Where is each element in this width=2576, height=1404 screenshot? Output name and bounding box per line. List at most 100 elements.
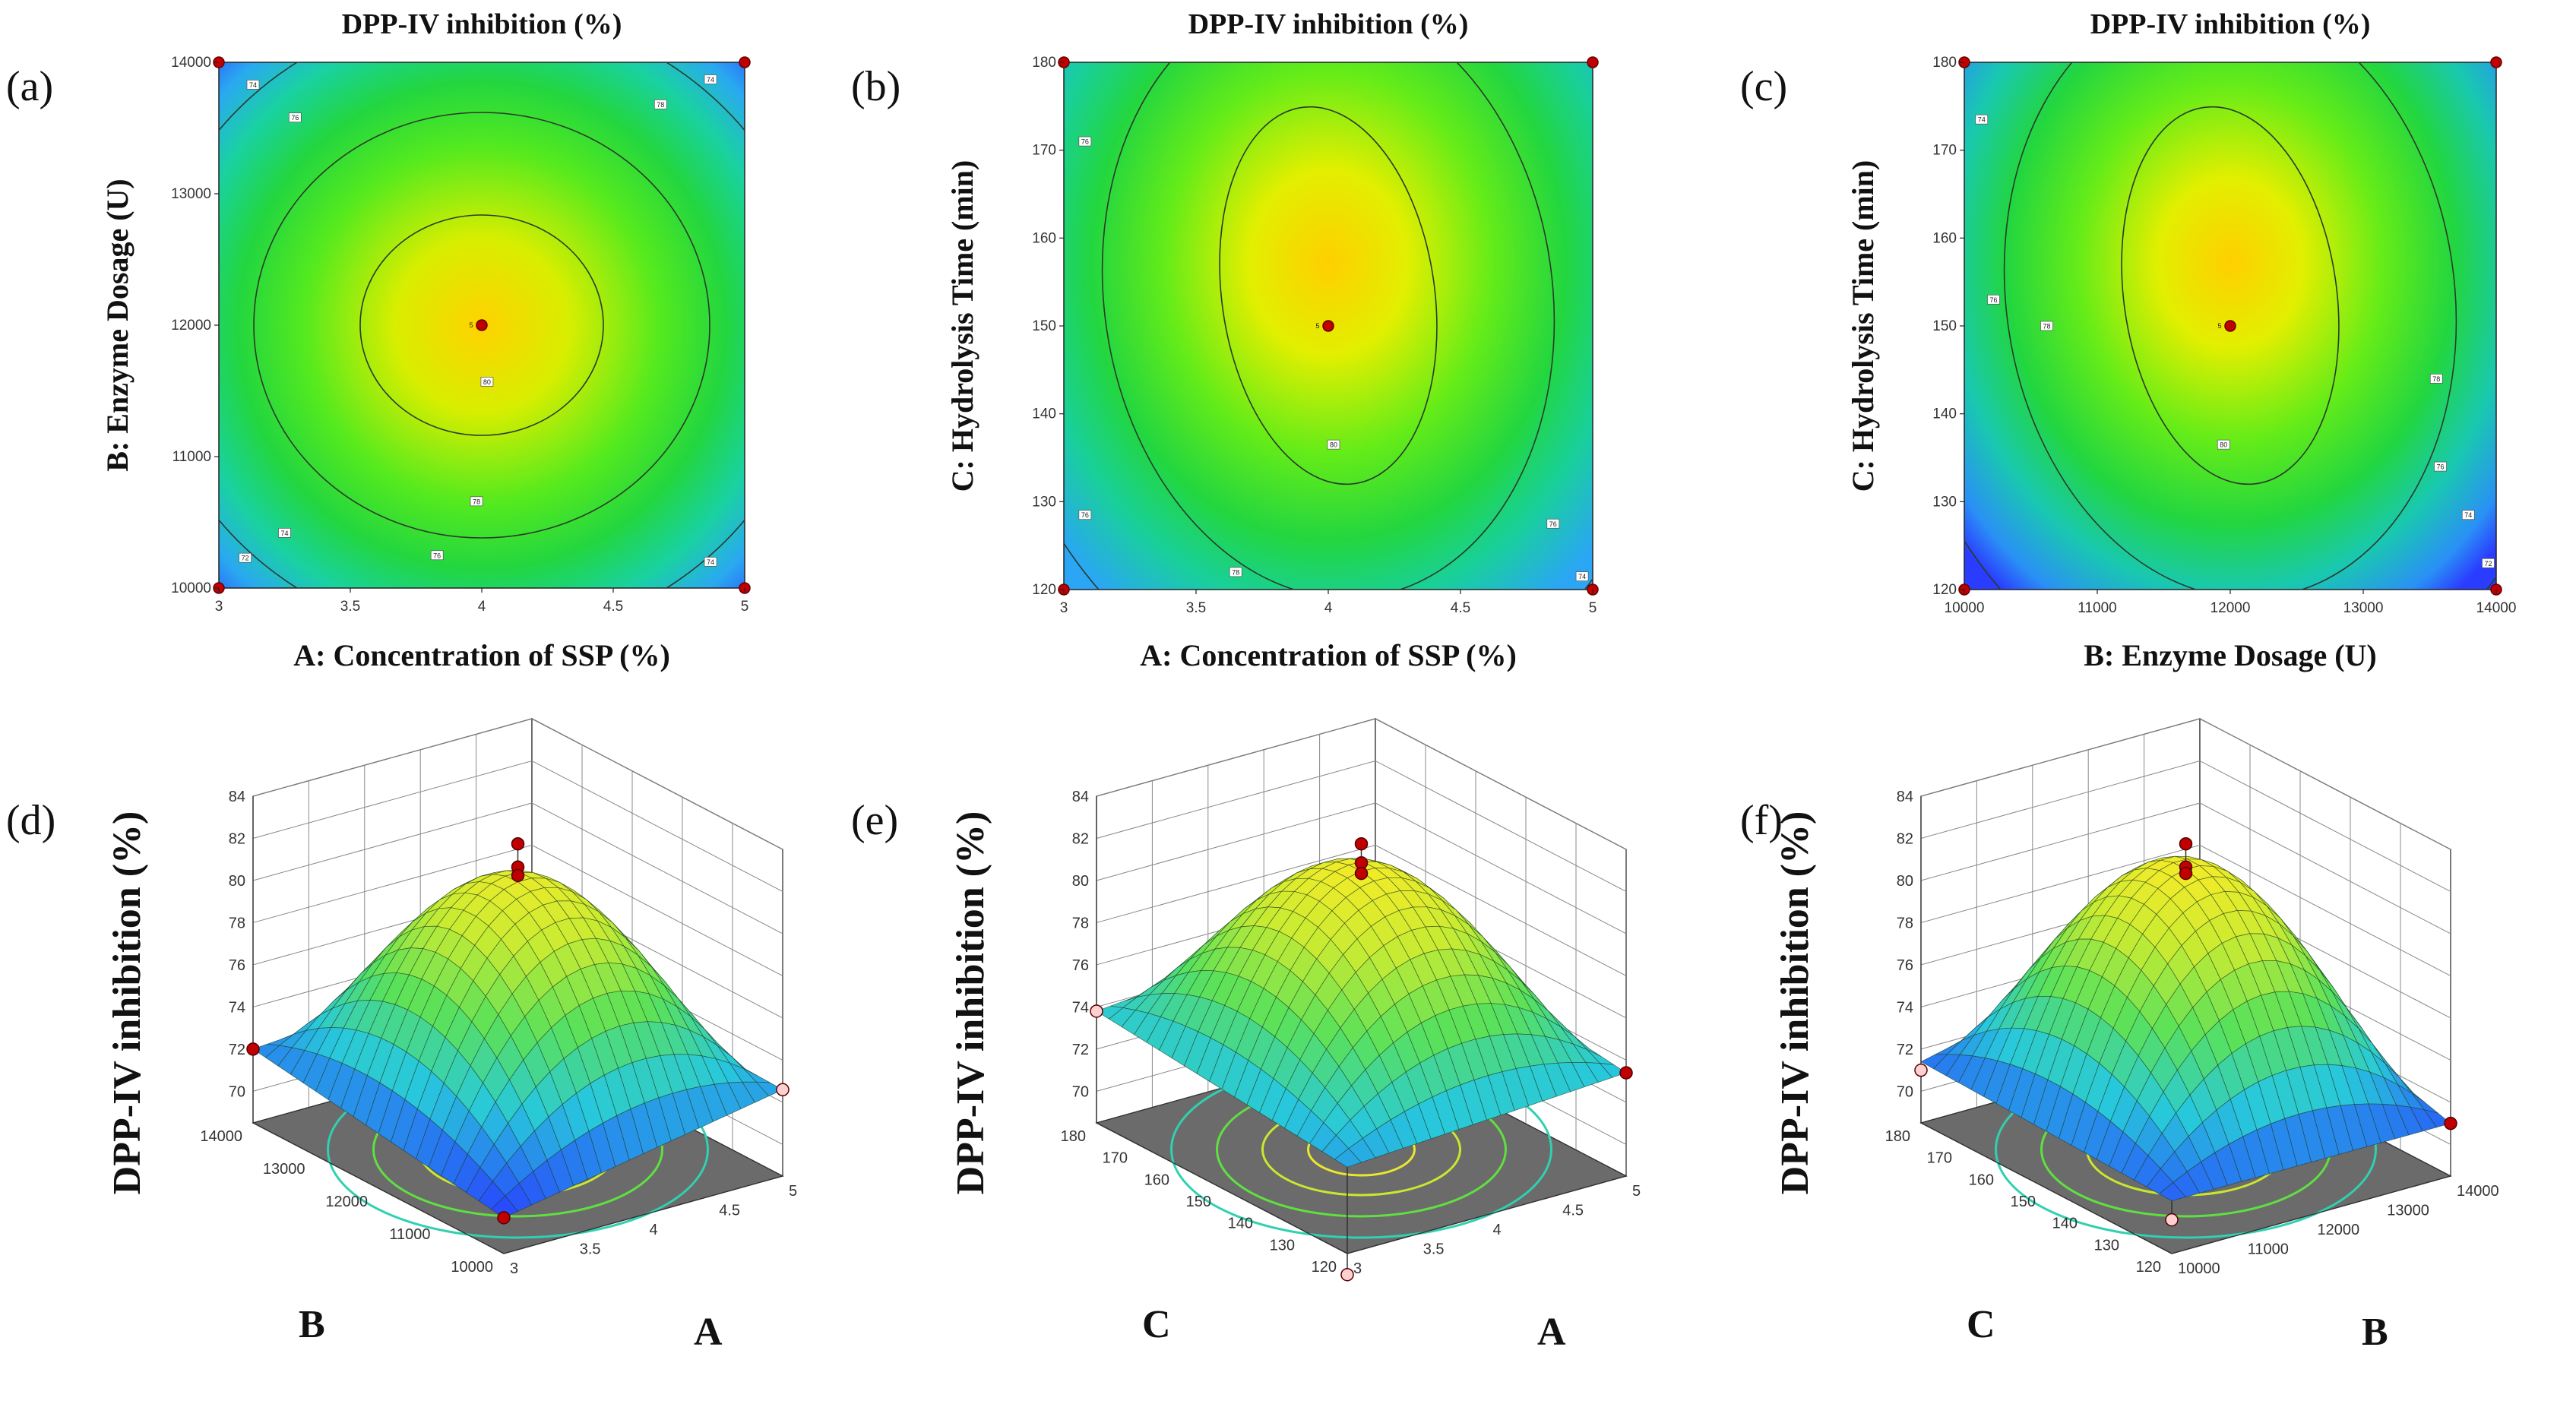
right-axis-tick: 10000 — [2178, 1260, 2220, 1277]
contour-label-box — [704, 74, 717, 84]
design-point — [1619, 1066, 1633, 1080]
right-axis-tick: 12000 — [2318, 1222, 2360, 1238]
z-tick-label: 74 — [229, 999, 245, 1016]
design-point — [739, 56, 751, 68]
design-point — [2490, 56, 2502, 68]
design-point — [1587, 56, 1599, 68]
design-point-label: 5 — [469, 321, 473, 329]
wall-gridline — [252, 844, 783, 976]
right-axis-tick: 3 — [510, 1260, 518, 1277]
z-tick-label: 78 — [1072, 915, 1089, 931]
contour-label-box — [480, 377, 494, 387]
panel-title: DPP-IV inhibition (%) — [2090, 8, 2371, 40]
contour-label: 78 — [2432, 375, 2440, 383]
x-tick-label: 14000 — [2476, 600, 2517, 616]
contour-label: 76 — [291, 114, 299, 122]
contour-line-78 — [2003, 62, 2457, 590]
left-axis-tick: 130 — [1270, 1237, 1295, 1254]
right-axis-title: A — [1537, 1311, 1566, 1354]
left-axis-tick: 11000 — [389, 1226, 430, 1243]
contour-label-box — [2040, 321, 2053, 331]
x-axis-title: B: Enzyme Dosage (U) — [2084, 638, 2377, 672]
design-point-label: 5 — [2217, 322, 2221, 330]
left-axis-tick: 130 — [2094, 1237, 2119, 1254]
panel-letter: (e) — [851, 797, 898, 844]
y-tick-label: 150 — [1932, 318, 1957, 334]
x-tick-label: 11000 — [2078, 600, 2116, 616]
z-tick-label: 72 — [1072, 1042, 1089, 1058]
y-tick-label: 130 — [1032, 494, 1056, 510]
x-axis-title: A: Concentration of SSP (%) — [293, 638, 670, 672]
contour-label-box — [1078, 136, 1092, 147]
y-tick-label: 150 — [1032, 318, 1056, 334]
left-axis-tick: 13000 — [263, 1161, 305, 1178]
left-axis-tick: 150 — [1186, 1194, 1211, 1210]
right-axis-tick: 4 — [650, 1222, 658, 1238]
right-axis-tick: 13000 — [2387, 1203, 2429, 1219]
contour-label: 80 — [1330, 441, 1337, 449]
left-axis-tick: 120 — [2136, 1259, 2161, 1276]
wall-gridline — [1096, 802, 1627, 934]
contour-label: 78 — [2043, 323, 2050, 330]
left-axis-tick: 170 — [1103, 1150, 1128, 1167]
design-point — [511, 836, 525, 851]
x-tick-label: 4 — [1324, 600, 1333, 616]
z-axis-title: DPP-IV inhibition (%) — [1774, 811, 1817, 1195]
x-tick-label: 3.5 — [340, 599, 360, 615]
contour-panel-a: (a) DPP-IV inhibition (%) 80 78 76 74 72 76 74 78… — [6, 8, 751, 672]
x-tick-label: 12000 — [2210, 600, 2251, 616]
left-axis-title: B — [299, 1303, 325, 1346]
design-point — [2165, 1213, 2179, 1227]
response-surface — [1096, 858, 1627, 1168]
y-axis-title: B: Enzyme Dosage (U) — [100, 179, 134, 472]
right-axis-tick: 4.5 — [1562, 1203, 1584, 1219]
contour-label-box — [2217, 439, 2230, 450]
contour-label: 76 — [1549, 520, 1557, 528]
z-tick-label: 70 — [229, 1083, 245, 1100]
contour-label-box — [288, 112, 302, 123]
contour-label: 76 — [1081, 138, 1089, 146]
wall-gridline — [1096, 718, 1627, 850]
panel-title: DPP-IV inhibition (%) — [342, 8, 622, 40]
y-tick-label: 160 — [1032, 230, 1056, 246]
x-tick-label: 4.5 — [603, 599, 623, 615]
contour-label: 76 — [1989, 296, 1997, 304]
x-axis-title: A: Concentration of SSP (%) — [1140, 638, 1517, 672]
right-axis-tick: 4.5 — [719, 1203, 740, 1219]
y-tick-label: 120 — [1932, 582, 1957, 598]
z-tick-label: 78 — [1897, 915, 1913, 931]
contour-label-box — [2461, 510, 2475, 520]
panel-letter: (a) — [6, 63, 53, 110]
contour-label-box — [1575, 571, 1589, 582]
y-tick-label: 180 — [1032, 55, 1056, 71]
z-tick-label: 78 — [229, 915, 245, 931]
contour-label-box — [2434, 461, 2447, 472]
x-tick-label: 5 — [1589, 600, 1597, 616]
x-tick-label: 4 — [478, 599, 486, 615]
left-axis-tick: 14000 — [200, 1128, 242, 1145]
y-axis-title: C: Hydrolysis Time (min) — [945, 160, 979, 492]
right-axis-tick: 11000 — [2248, 1241, 2289, 1258]
contour-label: 72 — [242, 555, 249, 562]
y-tick-label: 14000 — [171, 55, 211, 71]
contour-line-80 — [2121, 106, 2340, 485]
contour-label-box — [1229, 567, 1242, 577]
y-tick-label: 11000 — [172, 449, 211, 465]
z-tick-label: 76 — [1897, 957, 1913, 974]
z-tick-label: 74 — [1072, 999, 1089, 1016]
y-tick-label: 12000 — [171, 318, 211, 334]
contour-label-box — [278, 527, 291, 538]
contour-label: 78 — [1232, 568, 1239, 576]
response-surface — [252, 870, 783, 1219]
right-axis-line — [503, 1175, 783, 1254]
design-point — [246, 1042, 260, 1056]
contour-label: 74 — [249, 81, 257, 89]
right-axis-tick: 3 — [1353, 1260, 1362, 1277]
left-axis-line — [252, 1122, 505, 1254]
design-point-label: 5 — [1315, 322, 1319, 330]
contour-label-box — [704, 557, 717, 567]
y-tick-label: 130 — [1932, 494, 1957, 510]
contour-label-box — [1078, 510, 1092, 520]
panel-letter: (f) — [1740, 797, 1783, 844]
